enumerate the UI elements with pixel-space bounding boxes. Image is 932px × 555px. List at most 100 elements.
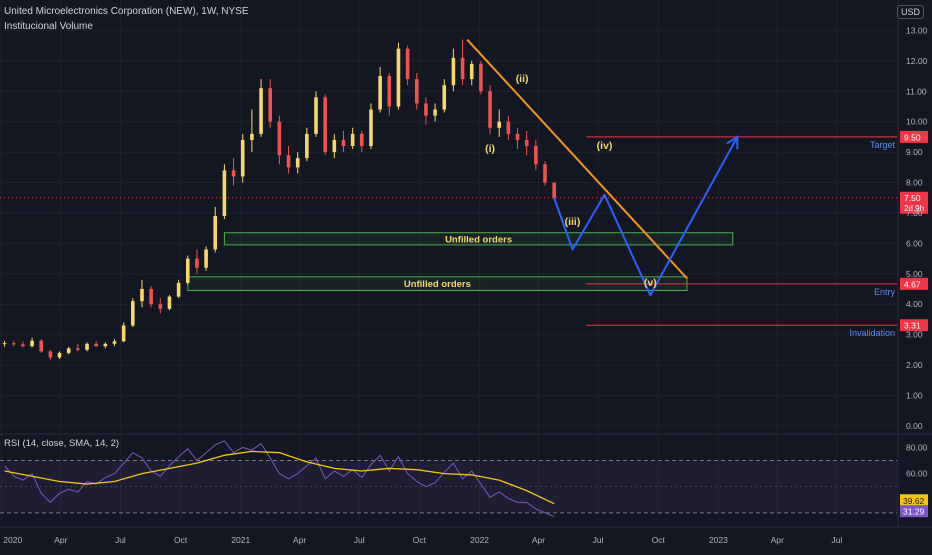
symbol-title[interactable]: United Microelectronics Corporation (NEW… (4, 6, 249, 17)
wave-label: (v) (644, 277, 657, 289)
rsi-line[interactable] (4, 440, 555, 518)
zone-label: Unfilled orders (445, 234, 512, 245)
candle-body[interactable] (323, 97, 327, 153)
candle-body[interactable] (369, 109, 373, 147)
candle-body[interactable] (451, 57, 456, 86)
candle-body[interactable] (2, 343, 7, 345)
candle-body[interactable] (506, 121, 511, 134)
price-tick-label: 1.00 (906, 390, 923, 400)
candle-body[interactable] (396, 48, 401, 107)
candle-body[interactable] (11, 343, 16, 345)
candle-body[interactable] (231, 170, 236, 177)
candle-body[interactable] (85, 343, 89, 350)
candle-body[interactable] (94, 343, 98, 347)
price-tick-label: 3.00 (906, 330, 923, 340)
price-tick-label: 0.00 (906, 421, 923, 431)
candle-body[interactable] (460, 57, 465, 80)
candle-body[interactable] (442, 85, 447, 110)
candle-body[interactable] (488, 91, 492, 128)
candle-body[interactable] (39, 340, 44, 352)
candle-body[interactable] (21, 344, 25, 347)
candle-body[interactable] (341, 139, 346, 147)
candle-body[interactable] (259, 88, 263, 134)
rsi-value-tag (900, 505, 928, 518)
wave-label: (iv) (597, 140, 613, 152)
projection-path[interactable] (553, 136, 739, 297)
candle-body[interactable] (277, 121, 282, 156)
price-tick-label: 9.00 (906, 147, 923, 157)
candle-body[interactable] (131, 301, 135, 326)
currency-button[interactable]: USD (896, 5, 924, 19)
candle-body[interactable] (295, 158, 300, 168)
wave-label: (i) (485, 143, 495, 155)
date-tick-label: Apr (54, 535, 67, 545)
candle-body[interactable] (469, 63, 474, 80)
candle-body[interactable] (140, 289, 144, 302)
candle-body[interactable] (158, 304, 163, 309)
candle-body[interactable] (552, 182, 556, 198)
zone-label: Unfilled orders (404, 279, 471, 290)
date-tick-label: 2022 (470, 535, 489, 545)
candle-body[interactable] (103, 343, 108, 347)
trend-line[interactable] (466, 38, 688, 280)
candle-body[interactable] (48, 351, 53, 358)
candle-body[interactable] (66, 348, 71, 353)
candle-body[interactable] (314, 97, 318, 134)
candle-body[interactable] (497, 121, 502, 128)
level-price-label: 3.31 (904, 321, 921, 331)
rsi-ma-line[interactable] (4, 450, 555, 505)
level-price-tag (900, 277, 928, 290)
price-tick-label: 2.00 (906, 360, 923, 370)
candle-body[interactable] (350, 133, 355, 147)
candle-body[interactable] (405, 48, 410, 80)
candle-body[interactable] (479, 63, 483, 92)
candle-body[interactable] (250, 133, 254, 140)
candle-body[interactable] (195, 258, 199, 268)
wave-label: (ii) (516, 73, 529, 85)
candle-body[interactable] (414, 79, 419, 104)
candle-body[interactable] (360, 133, 364, 147)
price-tick-label: 13.00 (906, 25, 928, 35)
candle-body[interactable] (185, 258, 190, 283)
level-price-label: 4.67 (904, 279, 921, 289)
candle-body[interactable] (515, 133, 520, 140)
unfilled-orders-zone[interactable] (223, 232, 734, 246)
candle-body[interactable] (332, 139, 337, 153)
date-tick-label: Jul (593, 535, 604, 545)
candle-body[interactable] (167, 296, 172, 309)
date-tick-label: Jul (831, 535, 842, 545)
date-tick-label: Jul (354, 535, 365, 545)
candle-body[interactable] (149, 289, 153, 305)
candle-body[interactable] (76, 348, 80, 350)
candle-body[interactable] (424, 103, 428, 116)
price-tick-label: 10.00 (906, 117, 928, 127)
candle-body[interactable] (204, 249, 208, 268)
wave-label: (iii) (565, 216, 581, 228)
price-tick-label: 4.00 (906, 299, 923, 309)
candle-body[interactable] (433, 109, 437, 116)
candle-body[interactable] (268, 88, 273, 122)
candle-body[interactable] (213, 216, 218, 250)
candle-body[interactable] (305, 133, 309, 159)
candle-body[interactable] (387, 76, 392, 107)
candle-body[interactable] (112, 341, 117, 344)
candle-body[interactable] (240, 139, 245, 177)
date-tick-label: 2020 (3, 535, 22, 545)
candle-body[interactable] (57, 352, 62, 358)
indicator-label[interactable]: Institucional Volume (4, 21, 93, 32)
candle-body[interactable] (543, 164, 547, 183)
candle-body[interactable] (121, 325, 126, 342)
candle-body[interactable] (222, 170, 227, 216)
date-tick-label: Apr (293, 535, 306, 545)
rsi-title: RSI (14, close, SMA, 14, 2) (4, 438, 119, 449)
candle-body[interactable] (534, 146, 538, 165)
candle-body[interactable] (30, 340, 34, 347)
candle-body[interactable] (378, 76, 382, 110)
date-tick-label: Apr (771, 535, 784, 545)
level-price-tag (900, 130, 928, 143)
candle-body[interactable] (524, 139, 529, 147)
price-tick-label: 7.00 (906, 208, 923, 218)
candle-body[interactable] (286, 155, 291, 168)
candle-body[interactable] (176, 282, 181, 297)
